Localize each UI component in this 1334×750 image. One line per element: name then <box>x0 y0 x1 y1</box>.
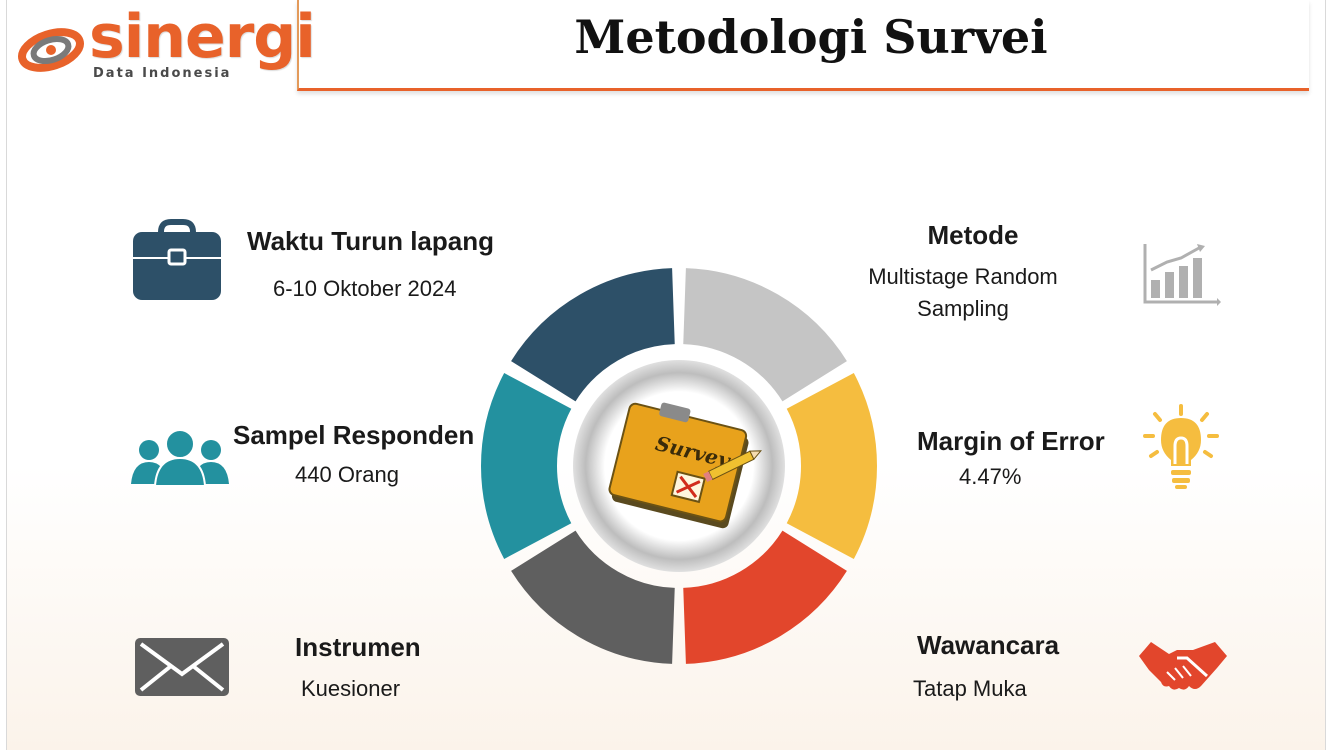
metode-title: Metode <box>927 220 1019 250</box>
handshake-icon <box>1139 642 1227 690</box>
metode-value-line2: Sampling <box>917 296 1009 321</box>
title-bar: Metodologi Survei <box>297 0 1309 91</box>
metode-value-line1: Multistage Random <box>868 264 1058 289</box>
slide: sinergi Data Indonesia Metodologi Survei… <box>6 0 1326 750</box>
logo-wordmark: sinergi <box>89 2 316 72</box>
waktu-title: Waktu Turun lapang <box>247 226 494 256</box>
ring-segment-sampel <box>481 373 572 559</box>
ring-segment-wawancara <box>682 529 847 664</box>
margin-value: 4.47% <box>959 464 1022 489</box>
logo-subtitle: Data Indonesia <box>93 66 232 81</box>
people-icon <box>131 429 229 487</box>
bar-chart-icon <box>1143 244 1221 306</box>
sampel-value: 440 Orang <box>295 462 399 487</box>
page-title: Metodologi Survei <box>574 10 1048 64</box>
ring-segment-metode <box>682 268 847 403</box>
instrumen-value: Kuesioner <box>301 676 401 701</box>
instrumen-title: Instrumen <box>295 632 421 662</box>
ring-segment-instrumen <box>511 529 676 664</box>
wawancara-title: Wawancara <box>917 630 1060 660</box>
margin-title: Margin of Error <box>917 426 1105 456</box>
sinergi-logo: sinergi Data Indonesia <box>17 2 316 90</box>
lightbulb-icon <box>1143 404 1219 489</box>
waktu-value: 6-10 Oktober 2024 <box>273 276 457 301</box>
survey-clipboard-icon: Survey <box>608 402 762 529</box>
ring-segment-waktu <box>511 268 676 403</box>
donut-ring: Survey <box>481 268 877 664</box>
envelope-icon <box>135 638 229 696</box>
ring-segment-margin <box>786 373 877 559</box>
sampel-title: Sampel Responden <box>233 420 475 450</box>
briefcase-icon <box>133 219 221 300</box>
wawancara-value: Tatap Muka <box>913 676 1027 701</box>
logo-mark-icon <box>18 28 84 72</box>
